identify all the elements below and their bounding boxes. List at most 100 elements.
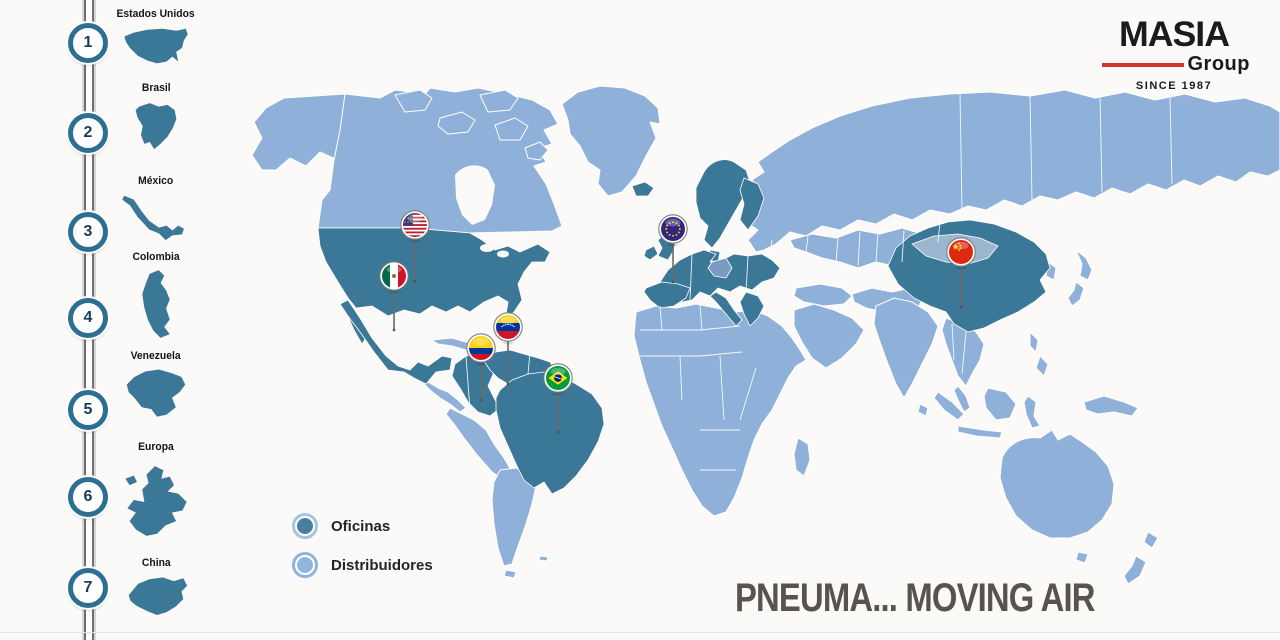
pin-mexico[interactable] (379, 261, 409, 332)
land-falklands (538, 555, 549, 562)
land-india (873, 297, 939, 399)
sidebar-item-brasil: Brasil (108, 82, 204, 157)
rail-number-label: 4 (83, 309, 93, 326)
sidebar-item-mexico: México (108, 175, 204, 244)
country-label: Venezuela (130, 350, 181, 362)
sidebar-item-china: China (108, 557, 204, 626)
legend-distributors-row: Distribuidores (292, 552, 433, 578)
country-label: Europa (138, 441, 174, 453)
rail-number-2: 2 (68, 113, 108, 153)
europa-silhouette-icon (125, 466, 187, 536)
brasil-flag-icon (546, 366, 570, 390)
land-arabia (793, 303, 865, 369)
land-arctic-island (524, 141, 549, 161)
bottom-divider (0, 632, 1280, 633)
sidebar-item-colombia: Colombia (108, 251, 204, 342)
land-new-zealand (1143, 531, 1159, 549)
tagline: PNEUMA... MOVING AIR (735, 576, 1095, 620)
rail-number-5: 5 (68, 390, 108, 430)
sidebar-item-europa: Europa (108, 441, 204, 546)
distributor-regions (251, 85, 1280, 585)
land-iceland (631, 181, 655, 197)
water-and-borders (455, 93, 1173, 471)
land-java (957, 425, 1003, 439)
land-sumatra (933, 391, 965, 421)
land-usa (317, 227, 551, 321)
land-ireland (643, 245, 659, 261)
land-arctic-island (479, 89, 519, 113)
land-sri-lanka (917, 403, 929, 417)
masia-logo: MASIA Group SINCE 1987 (1098, 15, 1250, 92)
offices-swatch-icon (292, 513, 318, 539)
land-mexico (339, 299, 453, 385)
pin-venezuela[interactable] (493, 312, 523, 386)
land-sulawesi (1023, 395, 1041, 429)
country-label: Colombia (132, 251, 180, 263)
pin-brasil[interactable] (543, 363, 573, 434)
logo-red-line (1102, 62, 1184, 67)
land-arctic-island (494, 117, 529, 141)
sidebar-item-venezuela: Venezuela (108, 350, 204, 423)
land-philippines (1029, 331, 1039, 353)
rail-number-1: 1 (68, 23, 108, 63)
land-turkey (793, 283, 853, 307)
logo-since-text: SINCE 1987 (1135, 80, 1213, 92)
land-japan (1075, 249, 1093, 281)
usa-silhouette-icon (124, 28, 188, 64)
china-flag-icon (949, 240, 973, 264)
mexico-silhouette-icon (122, 195, 184, 241)
country-label: China (141, 557, 171, 569)
rail-number-7: 7 (68, 568, 108, 608)
pin-colombia[interactable] (466, 333, 496, 402)
pin-union-europea[interactable] (658, 214, 688, 284)
land-madagascar (793, 437, 811, 477)
land-africa (633, 303, 807, 517)
rail-number-label: 1 (83, 34, 93, 51)
land-arctic-island (437, 111, 476, 135)
land-finland (739, 177, 765, 231)
logo-group-text: Group (1187, 53, 1250, 75)
land-canada (317, 87, 563, 234)
legend-distributors-label: Distribuidores (331, 556, 433, 574)
rail-number-6: 6 (68, 477, 108, 517)
colombia-silhouette-icon (142, 270, 170, 338)
pin-china[interactable] (946, 237, 976, 309)
brasil-silhouette-icon (135, 103, 177, 150)
rail-number-label: 5 (83, 401, 93, 418)
pin-estados-unidos[interactable] (400, 210, 430, 283)
land-greenland (561, 85, 661, 197)
land-russia (745, 89, 1280, 253)
land-philippines (1035, 355, 1049, 377)
china-silhouette-icon (128, 577, 188, 616)
sidebar-item-estados-unidos: Estados Unidos (108, 8, 204, 73)
rail-number-label: 3 (83, 223, 93, 240)
land-new-zealand (1123, 555, 1147, 585)
land-central-america (423, 381, 467, 413)
land-iberia (643, 281, 691, 309)
office-pins (379, 210, 976, 434)
eu-flag-icon (661, 217, 685, 241)
land-new-guinea (1083, 395, 1139, 417)
hudson-bay (455, 165, 495, 225)
rail-number-4: 4 (68, 298, 108, 338)
land-arctic-island (394, 89, 433, 113)
land-germany (707, 257, 733, 279)
mexico-flag-icon (382, 264, 406, 288)
land-malay-peninsula (953, 385, 971, 413)
land-tasmania (1075, 551, 1089, 564)
legend-offices-label: Oficinas (331, 517, 391, 535)
land-borneo (983, 387, 1017, 421)
land-scandinavia (695, 159, 751, 249)
rail-number-label: 7 (83, 579, 93, 596)
logo-wordmark: MASIA (1119, 15, 1230, 54)
map-legend: Oficinas Distribuidores (292, 513, 433, 591)
great-lake (497, 250, 509, 258)
colombia-flag-icon (469, 336, 493, 360)
land-tierra-del-fuego (503, 569, 517, 579)
country-label: Brasil (141, 82, 171, 94)
land-australia (999, 429, 1115, 539)
distributors-swatch-icon (292, 552, 318, 578)
venezuela-silhouette-icon (126, 369, 186, 417)
country-label: Estados Unidos (116, 8, 196, 20)
